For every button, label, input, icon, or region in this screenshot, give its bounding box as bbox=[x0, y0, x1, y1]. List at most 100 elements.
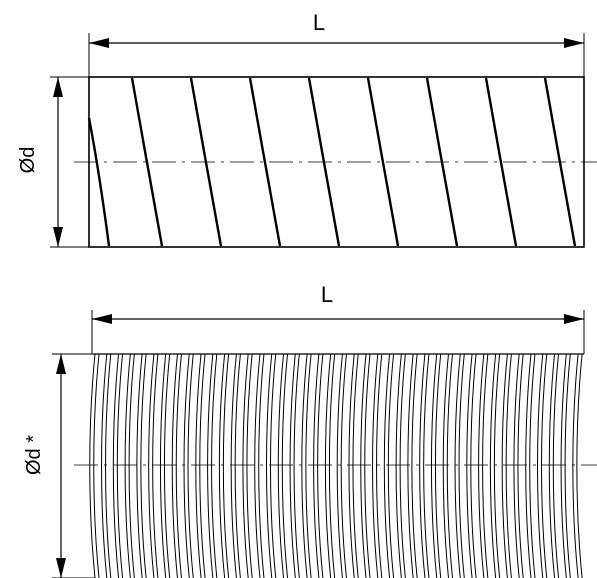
bottom-rib-line bbox=[93, 353, 100, 578]
bottom-rib-line bbox=[560, 353, 567, 578]
bottom-rib-line bbox=[254, 353, 261, 578]
top-helix-seam bbox=[484, 77, 518, 247]
bottom-rib-line bbox=[348, 353, 355, 578]
bottom-rib-line bbox=[442, 353, 449, 578]
bottom-length-label: L bbox=[321, 282, 333, 307]
bottom-rib-line bbox=[171, 353, 178, 578]
bottom-rib-line bbox=[489, 353, 497, 578]
top-diameter-label: Ød bbox=[17, 147, 39, 174]
bottom-rib-line bbox=[372, 353, 379, 578]
bottom-rib-line bbox=[525, 353, 532, 578]
bottom-rib-line bbox=[140, 353, 147, 578]
bottom-rib-line bbox=[364, 353, 371, 578]
bottom-rib-line bbox=[564, 353, 571, 578]
bottom-rib-line bbox=[222, 353, 230, 578]
top-helix-seams bbox=[87, 77, 577, 247]
bottom-rib-line bbox=[270, 353, 277, 578]
bottom-rib-line bbox=[552, 353, 560, 578]
bottom-rib-line bbox=[152, 353, 159, 578]
bottom-rib-line bbox=[324, 353, 332, 578]
bottom-rib-line bbox=[258, 353, 265, 578]
bottom-rib-line bbox=[293, 353, 300, 578]
bottom-rib-lines bbox=[89, 353, 583, 578]
bottom-rib-line bbox=[101, 353, 108, 578]
bottom-rib-line bbox=[376, 353, 383, 578]
bottom-rib-line bbox=[576, 353, 583, 578]
bottom-rib-line bbox=[352, 353, 359, 578]
bottom-diameter-label: Ød * bbox=[23, 435, 45, 475]
bottom-rib-line bbox=[301, 353, 308, 578]
bottom-rib-line bbox=[89, 353, 96, 578]
top-helix-seam bbox=[87, 117, 111, 247]
bottom-rib-line bbox=[124, 353, 131, 578]
bottom-rib-line bbox=[105, 353, 112, 578]
bottom-rib-line bbox=[199, 353, 206, 578]
bottom-rib-line bbox=[336, 353, 343, 578]
bottom-rib-line bbox=[195, 353, 202, 578]
top-helix-seam bbox=[130, 77, 164, 247]
top-length-label: L bbox=[313, 10, 325, 35]
bottom-rib-line bbox=[387, 353, 395, 578]
bottom-rib-line bbox=[493, 353, 501, 578]
bottom-rib-line bbox=[136, 353, 143, 578]
bottom-rib-line bbox=[458, 353, 465, 578]
bottom-rib-line bbox=[395, 353, 402, 578]
top-duct: L Ød bbox=[17, 10, 597, 248]
top-helix-seam bbox=[189, 77, 223, 247]
bottom-rib-line bbox=[399, 353, 406, 578]
bottom-rib-line bbox=[187, 353, 194, 578]
bottom-rib-line bbox=[305, 353, 312, 578]
bottom-rib-line bbox=[411, 353, 418, 578]
bottom-rib-line bbox=[159, 353, 167, 578]
top-helix-seam bbox=[425, 77, 459, 247]
bottom-rib-line bbox=[340, 353, 347, 578]
bottom-rib-line bbox=[470, 353, 477, 578]
bottom-rib-line bbox=[277, 353, 285, 578]
bottom-rib-line bbox=[360, 353, 367, 578]
bottom-rib-line bbox=[454, 353, 461, 578]
bottom-rib-line bbox=[163, 353, 171, 578]
top-helix-seam bbox=[307, 77, 341, 247]
bottom-rib-line bbox=[328, 353, 336, 578]
bottom-rib-line bbox=[423, 353, 430, 578]
bottom-rib-line bbox=[246, 353, 253, 578]
bottom-rib-line bbox=[548, 353, 556, 578]
bottom-rib-line bbox=[446, 353, 453, 578]
bottom-rib-line bbox=[148, 353, 155, 578]
bottom-rib-line bbox=[572, 353, 579, 578]
bottom-rib-line bbox=[230, 353, 237, 578]
bottom-rib-line bbox=[211, 353, 218, 578]
bottom-rib-line bbox=[513, 353, 520, 578]
bottom-rib-line bbox=[234, 353, 241, 578]
bottom-rib-line bbox=[541, 353, 548, 578]
bottom-rib-line bbox=[175, 353, 182, 578]
bottom-duct: L Ød * bbox=[23, 282, 597, 578]
bottom-rib-line bbox=[383, 353, 391, 578]
bottom-rib-line bbox=[242, 353, 249, 578]
bottom-rib-line bbox=[517, 353, 524, 578]
bottom-rib-line bbox=[419, 353, 426, 578]
bottom-rib-line bbox=[466, 353, 473, 578]
bottom-rib-line bbox=[313, 353, 320, 578]
bottom-rib-line bbox=[128, 353, 135, 578]
bottom-rib-line bbox=[478, 353, 485, 578]
bottom-rib-line bbox=[482, 353, 489, 578]
top-helix-seam bbox=[366, 77, 400, 247]
top-helix-seam bbox=[248, 77, 282, 247]
bottom-rib-line bbox=[289, 353, 296, 578]
bottom-rib-line bbox=[407, 353, 414, 578]
bottom-rib-line bbox=[116, 353, 124, 578]
bottom-rib-line bbox=[266, 353, 273, 578]
bottom-rib-line bbox=[430, 353, 438, 578]
bottom-rib-line bbox=[501, 353, 508, 578]
bottom-rib-line bbox=[281, 353, 289, 578]
bottom-rib-line bbox=[317, 353, 324, 578]
bottom-rib-line bbox=[218, 353, 226, 578]
top-helix-seam bbox=[543, 77, 577, 247]
bottom-rib-line bbox=[183, 353, 190, 578]
bottom-rib-line bbox=[505, 353, 512, 578]
bottom-rib-line bbox=[434, 353, 442, 578]
bottom-rib-line bbox=[112, 353, 120, 578]
bottom-rib-line bbox=[207, 353, 214, 578]
